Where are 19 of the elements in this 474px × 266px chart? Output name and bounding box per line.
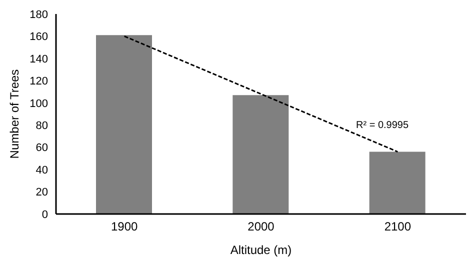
bar (96, 35, 152, 214)
x-tick-label: 2000 (248, 220, 275, 234)
y-tick-label: 20 (36, 186, 48, 199)
y-tick-label: 80 (36, 120, 48, 132)
y-tick-label: 120 (30, 76, 48, 88)
y-tick-label: 0 (42, 208, 48, 221)
y-tick-label: 160 (30, 31, 48, 44)
y-tick-label: 60 (36, 142, 48, 154)
bar (232, 95, 289, 214)
bar (369, 152, 426, 214)
y-axis-title: Number of Trees (7, 69, 22, 159)
x-tick-label: 1900 (110, 220, 138, 234)
annotation: R² = 0.9995 (356, 120, 409, 131)
y-tick-label: 100 (30, 98, 48, 110)
y-tick-label: 180 (30, 8, 48, 21)
y-tick-label: 40 (36, 164, 48, 176)
y-tick-label: 140 (30, 53, 48, 66)
x-axis-title: Altitude (m) (230, 243, 292, 257)
x-tick-label: 2100 (384, 220, 412, 234)
